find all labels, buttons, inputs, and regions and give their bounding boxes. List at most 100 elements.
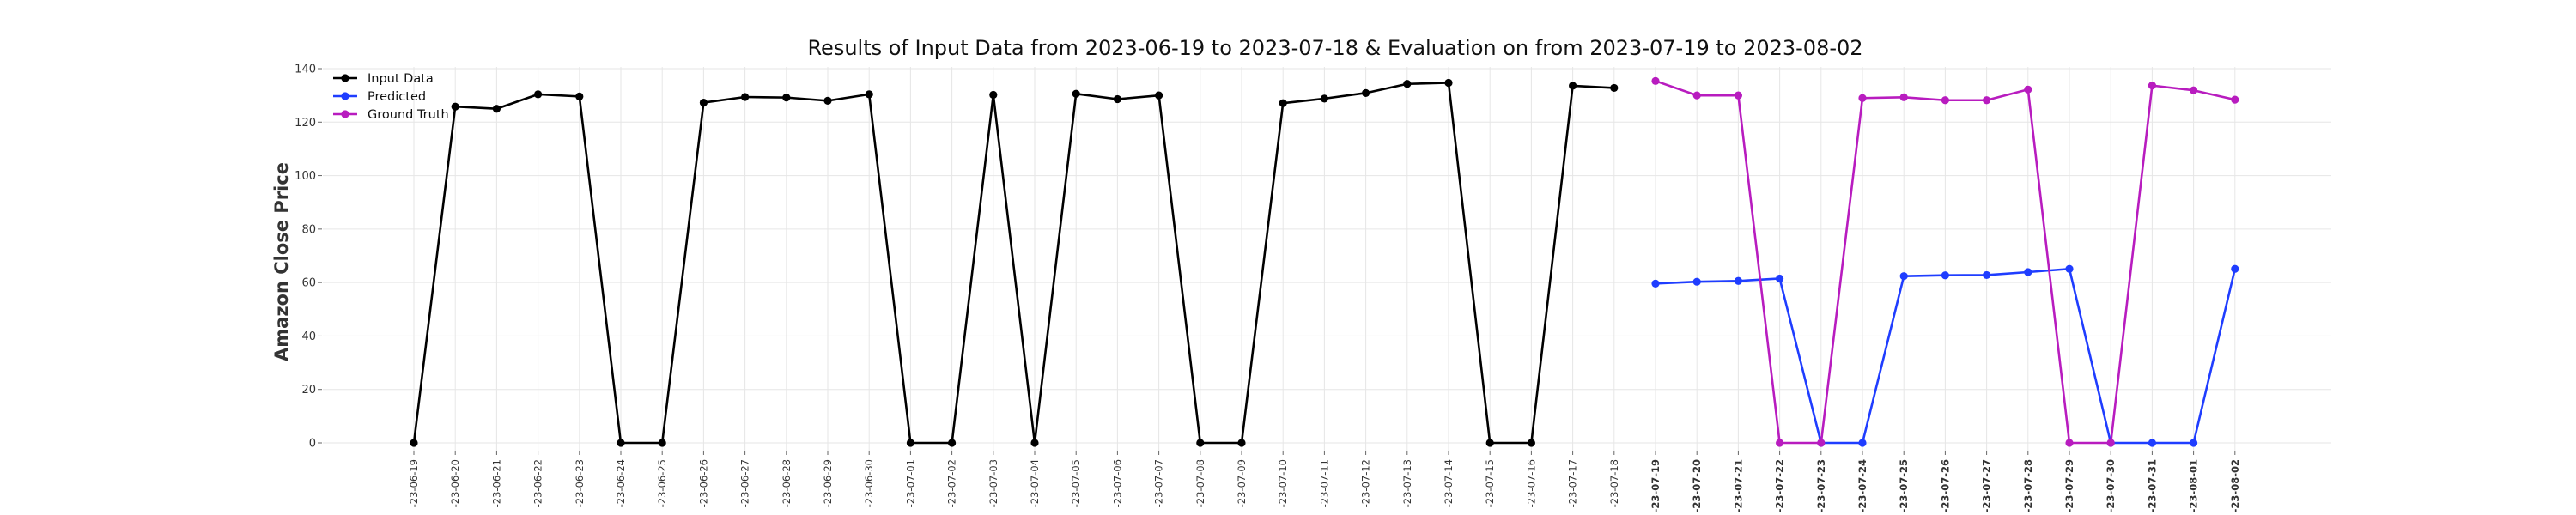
x-tick-label: -23-07-11 bbox=[1318, 459, 1330, 507]
x-tick-label: -23-06-23 bbox=[574, 459, 586, 507]
data-point bbox=[823, 96, 832, 105]
data-point bbox=[2106, 439, 2115, 447]
data-point bbox=[2024, 85, 2032, 94]
data-point bbox=[989, 90, 998, 100]
legend-item: Input Data bbox=[333, 72, 434, 86]
data-point bbox=[1941, 96, 1949, 105]
data-point bbox=[2190, 439, 2198, 447]
data-point bbox=[1072, 89, 1080, 98]
x-tick-label: -23-07-18 bbox=[1608, 459, 1620, 507]
data-point bbox=[2148, 439, 2156, 447]
y-tick-label: 120 bbox=[295, 117, 316, 130]
y-tick-label: 40 bbox=[301, 330, 316, 343]
y-tick-label: 20 bbox=[301, 384, 316, 397]
x-tick-label: -23-07-31 bbox=[2146, 459, 2158, 512]
data-point bbox=[782, 94, 791, 102]
y-axis: 0 20 40 60 80 100 120 140 bbox=[295, 64, 322, 451]
data-point bbox=[1776, 439, 1784, 447]
data-point bbox=[906, 439, 914, 447]
x-tick-label: -23-07-15 bbox=[1484, 459, 1496, 507]
data-point bbox=[1610, 83, 1619, 93]
x-tick-label: -23-07-10 bbox=[1277, 459, 1289, 507]
data-point bbox=[1155, 91, 1163, 100]
x-tick-label: -23-07-26 bbox=[1939, 459, 1951, 512]
legend-item: Ground Truth bbox=[333, 108, 449, 122]
data-point bbox=[741, 93, 750, 101]
data-point bbox=[2148, 82, 2156, 90]
data-point bbox=[1692, 277, 1701, 286]
data-point bbox=[534, 90, 543, 99]
x-tick-label: -23-07-20 bbox=[1691, 459, 1703, 512]
y-tick-label: 100 bbox=[295, 170, 316, 183]
x-tick-label: -23-07-02 bbox=[946, 459, 958, 507]
x-tick-label: -23-07-29 bbox=[2063, 459, 2075, 512]
x-tick-label: -23-07-16 bbox=[1525, 459, 1537, 507]
x-tick-label: -23-07-07 bbox=[1153, 459, 1165, 507]
legend-label: Predicted bbox=[368, 90, 426, 104]
legend: Input Data Predicted Ground Truth bbox=[333, 72, 449, 122]
data-point bbox=[1941, 271, 1949, 280]
x-tick-label: -23-07-19 bbox=[1649, 459, 1662, 512]
x-tick-label: -23-06-24 bbox=[615, 459, 627, 507]
y-tick-label: 140 bbox=[295, 64, 316, 76]
data-point bbox=[2231, 95, 2239, 104]
data-point bbox=[1858, 439, 1867, 447]
data-point bbox=[492, 105, 501, 113]
x-tick-label: -23-07-27 bbox=[1981, 459, 1993, 512]
y-tick-label: 60 bbox=[301, 277, 316, 290]
chart-title: Results of Input Data from 2023-06-19 to… bbox=[807, 36, 1862, 60]
x-tick-label: -23-07-23 bbox=[1815, 459, 1827, 512]
data-point bbox=[2065, 439, 2074, 447]
y-axis-label: Amazon Close Price bbox=[271, 162, 292, 361]
x-tick-label: -23-07-21 bbox=[1732, 459, 1744, 512]
data-point bbox=[1237, 439, 1246, 447]
data-point bbox=[699, 98, 708, 107]
x-tick-label: -23-06-28 bbox=[781, 459, 793, 507]
series-ground-truth bbox=[1651, 76, 2239, 447]
data-point bbox=[1362, 88, 1370, 97]
series-lines bbox=[410, 76, 2239, 447]
data-point bbox=[1651, 76, 1660, 85]
data-point bbox=[865, 90, 873, 99]
series-input-data bbox=[410, 78, 1619, 447]
data-point bbox=[1196, 439, 1205, 447]
x-tick-label: -23-06-29 bbox=[822, 459, 834, 507]
x-axis: -23-06-19 -23-06-20 -23-06-21 -23-06-22 -23-… bbox=[408, 451, 2241, 512]
data-point bbox=[1320, 94, 1328, 103]
legend-marker bbox=[341, 110, 349, 118]
x-tick-label: -23-08-02 bbox=[2229, 459, 2241, 512]
data-point bbox=[2190, 86, 2198, 94]
legend-label: Ground Truth bbox=[368, 108, 449, 122]
x-tick-label: -23-06-27 bbox=[739, 459, 751, 507]
x-tick-label: -23-07-06 bbox=[1111, 459, 1123, 507]
data-point bbox=[1113, 94, 1121, 104]
x-tick-label: -23-07-22 bbox=[1774, 459, 1786, 512]
x-tick-label: -23-07-13 bbox=[1401, 459, 1413, 507]
legend-item: Predicted bbox=[333, 90, 426, 104]
x-tick-label: -23-07-12 bbox=[1360, 459, 1372, 507]
legend-label: Input Data bbox=[368, 72, 434, 86]
x-tick-label: -23-06-26 bbox=[697, 459, 709, 507]
y-tick-label: 0 bbox=[309, 438, 316, 451]
x-tick-label: -23-08-01 bbox=[2188, 459, 2200, 512]
data-point bbox=[2231, 264, 2239, 273]
data-point bbox=[1279, 99, 1287, 107]
data-point bbox=[1651, 279, 1660, 288]
data-point bbox=[1692, 91, 1701, 100]
data-point bbox=[575, 92, 584, 100]
x-tick-label: -23-07-08 bbox=[1194, 459, 1206, 507]
x-tick-label: -23-07-25 bbox=[1898, 459, 1910, 512]
data-point bbox=[1983, 96, 1991, 105]
x-tick-label: -23-07-24 bbox=[1856, 459, 1868, 512]
grid-lines bbox=[323, 67, 2331, 451]
legend-marker bbox=[341, 92, 349, 100]
x-tick-label: -23-06-25 bbox=[656, 459, 668, 507]
data-point bbox=[1403, 80, 1412, 88]
y-tick-label: 80 bbox=[301, 223, 316, 236]
data-point bbox=[1776, 274, 1784, 283]
x-tick-label: -23-06-19 bbox=[408, 459, 420, 507]
data-point bbox=[1983, 270, 1991, 280]
data-point bbox=[451, 102, 459, 111]
x-tick-label: -23-06-22 bbox=[532, 459, 544, 507]
x-tick-label: -23-06-30 bbox=[863, 459, 875, 507]
